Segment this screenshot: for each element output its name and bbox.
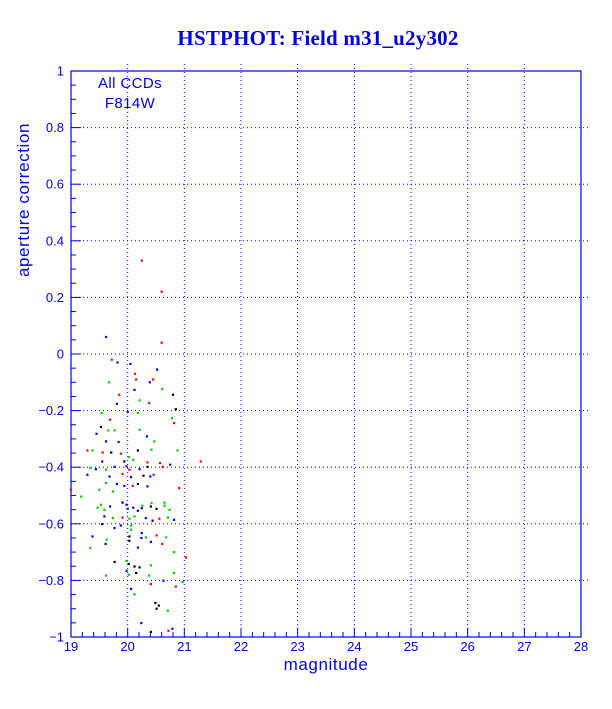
- scatter-points-ccd-black: [99, 393, 177, 633]
- plot-legend: All CCDs F814W: [78, 74, 182, 114]
- x-axis-label: magnitude: [283, 655, 369, 674]
- legend-line-filter: F814W: [104, 95, 156, 112]
- svg-text:0.6: 0.6: [46, 177, 64, 192]
- chart-title: HSTPHOT: Field m31_u2y302: [177, 26, 459, 50]
- axis-ticks: [70, 70, 582, 638]
- svg-text:0.4: 0.4: [46, 233, 64, 248]
- scatter-points-ccd-green: [80, 381, 184, 612]
- y-axis-label: aperture correction: [14, 122, 33, 278]
- horizontal-gridlines: [71, 127, 589, 581]
- svg-text:1: 1: [57, 64, 64, 79]
- svg-text:23: 23: [290, 639, 304, 654]
- svg-text:−1: −1: [49, 630, 64, 645]
- svg-text:0.8: 0.8: [46, 120, 64, 135]
- svg-text:0.2: 0.2: [46, 290, 64, 305]
- scatter-points-ccd-blue: [86, 335, 176, 630]
- legend-line-all-ccds: All CCDs: [97, 75, 163, 92]
- svg-text:−0.4: −0.4: [38, 460, 64, 475]
- svg-text:19: 19: [64, 639, 78, 654]
- svg-text:20: 20: [120, 639, 134, 654]
- scatter-points-ccd-red: [69, 259, 202, 632]
- svg-text:24: 24: [347, 639, 361, 654]
- svg-text:0: 0: [57, 347, 64, 362]
- svg-text:21: 21: [177, 639, 191, 654]
- y-tick-labels: 1 0.8 0.6 0.4 0.2 0 −0.2 −0.4 −0.6 −0.8 −1: [38, 64, 64, 645]
- svg-text:27: 27: [517, 639, 531, 654]
- svg-text:−0.8: −0.8: [38, 573, 64, 588]
- svg-text:25: 25: [404, 639, 418, 654]
- svg-text:22: 22: [234, 639, 248, 654]
- svg-text:−0.2: −0.2: [38, 403, 64, 418]
- svg-text:28: 28: [574, 639, 588, 654]
- vertical-gridlines: [127, 63, 525, 637]
- svg-text:−0.6: −0.6: [38, 516, 64, 531]
- svg-text:26: 26: [460, 639, 474, 654]
- x-tick-labels: 19 20 21 22 23 24 25 26 27 28: [64, 639, 588, 654]
